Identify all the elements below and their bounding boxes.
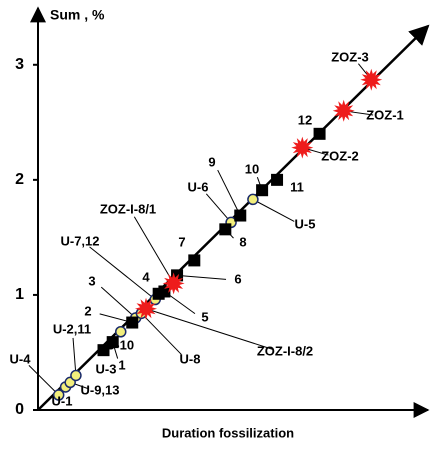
point-label: U-4	[10, 351, 32, 366]
leader-line	[100, 286, 137, 319]
leader-line	[133, 216, 175, 284]
point	[135, 297, 157, 320]
point-label: 5	[201, 309, 208, 324]
point-label: U-8	[180, 351, 201, 366]
point-label: 3	[88, 273, 95, 288]
point-label: ZOZ-1	[366, 107, 404, 122]
point	[360, 68, 383, 91]
point-label: U-9,13	[80, 382, 119, 397]
point	[256, 184, 269, 197]
point-label: U-1	[52, 393, 73, 408]
point	[97, 344, 110, 357]
leader-line	[217, 169, 241, 216]
point	[332, 99, 355, 122]
leader-line	[89, 246, 156, 300]
point-label: 2	[84, 303, 91, 318]
point	[291, 136, 314, 159]
point-label: 6	[234, 271, 241, 286]
point-label: U-3	[96, 361, 117, 376]
point-label: 11	[290, 179, 304, 194]
point	[188, 254, 201, 267]
leader-line	[252, 198, 295, 222]
point	[234, 209, 247, 222]
x-axis-label: Duration fossilization	[162, 425, 294, 440]
point-label: ZOZ-2	[321, 148, 359, 163]
point-label: 1	[118, 357, 125, 372]
y-tick-label: 3	[15, 56, 24, 73]
point	[162, 272, 185, 295]
leader-line	[145, 308, 274, 351]
point	[70, 369, 82, 382]
point	[271, 173, 284, 186]
point	[114, 326, 127, 338]
point-label: ZOZ-3	[331, 49, 369, 64]
point-label: 9	[208, 154, 215, 169]
point-label: 7	[178, 234, 185, 249]
point-label: U-7,12	[60, 233, 99, 248]
y-tick-label: 1	[15, 286, 24, 303]
point-label: U-6	[188, 179, 209, 194]
point	[313, 127, 326, 140]
point	[219, 223, 232, 236]
y-axis-label: Sum , %	[50, 7, 105, 23]
point	[52, 389, 65, 401]
point-label: U-2,11	[53, 321, 91, 336]
leader-line	[205, 193, 232, 223]
leader-line	[141, 312, 182, 355]
point	[158, 285, 171, 298]
point-label: 8	[239, 234, 246, 249]
point-label: 4	[142, 269, 150, 284]
leader-line	[72, 337, 77, 376]
point	[106, 336, 119, 349]
point-label: ZOZ-I-8/2	[257, 343, 313, 358]
leader-line	[177, 274, 227, 280]
y-tick-label: 0	[15, 401, 24, 418]
point-label: ZOZ-I-8/1	[100, 201, 156, 216]
point-label: 10	[245, 161, 259, 176]
point-label: 12	[298, 112, 312, 127]
point	[247, 193, 259, 206]
point-label: U-5	[295, 216, 316, 231]
y-tick-label: 2	[15, 171, 24, 188]
point	[126, 316, 139, 329]
leader-line	[28, 365, 60, 396]
